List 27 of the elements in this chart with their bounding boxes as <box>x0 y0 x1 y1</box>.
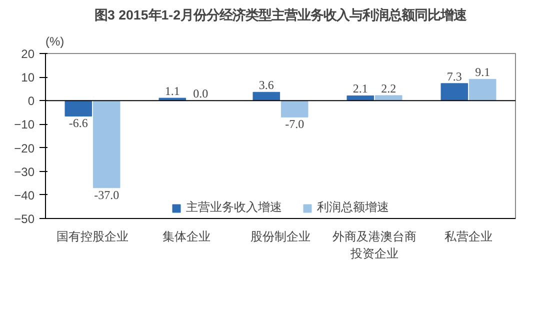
legend-label: 主营业务收入增速 <box>186 199 282 216</box>
chart-title: 图3 2015年1-2月份分经济类型主营业务收入与利润总额同比增速 <box>94 8 468 22</box>
x-tick-label: 集体企业 <box>162 230 210 244</box>
x-tick-label: 私营企业 <box>444 230 492 244</box>
x-tick-label: 股份制企业 <box>250 230 310 244</box>
data-label: 1.1 <box>164 84 180 98</box>
y-tick-label: 0 <box>28 94 35 108</box>
data-label: -7.0 <box>285 117 304 132</box>
y-axis-title: (%) <box>46 34 64 48</box>
y-tick-label: −40 <box>14 188 35 202</box>
data-label: 2.1 <box>352 82 368 96</box>
data-label: 0.0 <box>193 86 208 101</box>
data-label: -37.0 <box>94 188 120 202</box>
data-label: 3.6 <box>258 78 274 92</box>
y-tick-label: 20 <box>21 47 35 61</box>
data-label: -6.6 <box>68 116 88 130</box>
data-label: 9.1 <box>475 65 490 80</box>
data-label: 2.2 <box>381 81 396 96</box>
legend-label: 利润总额增速 <box>317 199 389 216</box>
x-tick-label: 外商及港澳台商投资企业 <box>332 230 416 260</box>
y-tick-label: −10 <box>14 118 35 132</box>
x-tick-label: 国有控股企业 <box>56 230 128 244</box>
data-label: 7.3 <box>446 69 462 84</box>
y-tick-label: −30 <box>14 164 35 179</box>
y-tick-label: −50 <box>14 212 35 226</box>
y-tick-label: 10 <box>21 70 35 85</box>
y-tick-label: −20 <box>14 141 35 156</box>
